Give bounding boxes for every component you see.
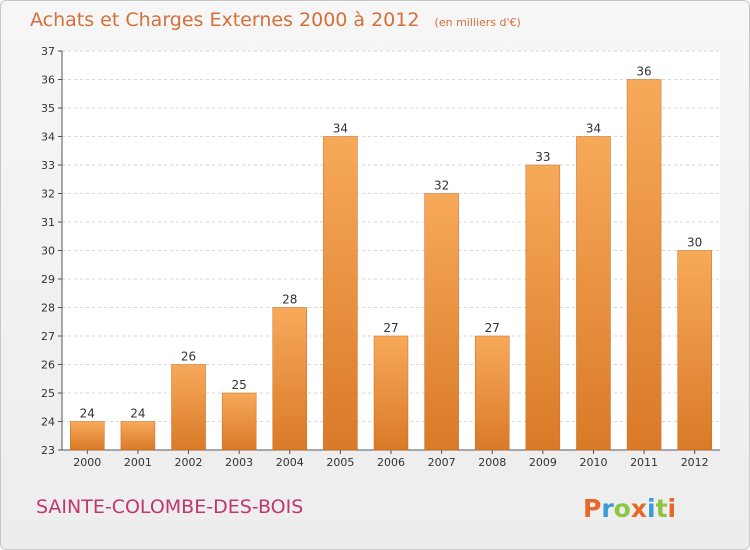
x-tick-label: 2005 (326, 456, 354, 469)
x-tick-label: 2010 (579, 456, 607, 469)
bar (120, 421, 156, 451)
bar-value-label: 30 (687, 236, 702, 250)
bar (576, 136, 611, 451)
y-tick-label: 27 (41, 330, 55, 343)
bar-value-label: 34 (333, 122, 348, 136)
commune-name: SAINTE-COLOMBE-DES-BOIS (36, 496, 303, 518)
y-tick-label: 25 (41, 387, 55, 400)
x-tick-label: 2006 (377, 456, 405, 469)
x-tick-label: 2011 (630, 456, 658, 469)
bar-value-label: 24 (80, 407, 95, 421)
x-tick-label: 2003 (225, 456, 253, 469)
logo-letter: r (601, 494, 614, 523)
bar (424, 193, 459, 451)
proxiti-logo: Proxiti (583, 494, 676, 523)
logo-letter: x (631, 494, 647, 523)
bar (474, 335, 510, 451)
axes: 23 24 25 26 27 28 29 30 31 32 33 34 35 36 37 2000 2001 20… (41, 45, 720, 469)
y-tick-label: 30 (41, 245, 55, 258)
y-tick-label: 37 (41, 45, 55, 58)
bar (221, 392, 257, 451)
x-tick-label: 2004 (276, 456, 304, 469)
y-tick-label: 24 (41, 416, 55, 429)
x-tick-label: 2002 (175, 456, 203, 469)
bar-value-label: 33 (535, 150, 550, 164)
y-tick-label: 35 (41, 102, 55, 115)
y-tick-label: 26 (41, 359, 55, 372)
bar-value-label: 27 (383, 321, 398, 335)
bar (626, 79, 662, 451)
chart-title: Achats et Charges Externes 2000 à 2012 (… (30, 9, 521, 31)
bar-value-label: 28 (282, 293, 297, 307)
x-tick-label: 2007 (428, 456, 456, 469)
logo-letter: i (647, 494, 656, 523)
y-tick-label: 31 (41, 216, 55, 229)
chart-title-main: Achats et Charges Externes 2000 à 2012 (30, 9, 419, 31)
logo-letter: P (583, 494, 601, 523)
bar (323, 136, 358, 451)
bars (70, 79, 712, 451)
bar (373, 335, 409, 451)
bar-value-label: 24 (130, 407, 145, 421)
bar-value-label: 25 (232, 378, 247, 392)
x-tick-label: 2009 (529, 456, 557, 469)
y-tick-label: 29 (41, 273, 55, 286)
y-tick-label: 32 (41, 188, 55, 201)
bar-value-label: 32 (434, 179, 449, 193)
x-tick-label: 2000 (73, 456, 101, 469)
y-tick-label: 34 (41, 131, 55, 144)
x-tick-label: 2001 (124, 456, 152, 469)
y-tick-label: 36 (41, 74, 55, 87)
logo-letter: i (668, 494, 677, 523)
bar (171, 364, 206, 451)
bar (70, 421, 105, 451)
labels: 24 24 26 25 28 34 27 32 27 33 34 36 30 (80, 65, 703, 421)
bar (677, 250, 712, 451)
x-tick-label: 2008 (478, 456, 506, 469)
bar (525, 164, 561, 451)
logo-letter: o (614, 494, 631, 523)
logo-letter: t (656, 494, 668, 523)
bar-value-label: 34 (586, 122, 601, 136)
bar-value-label: 27 (485, 321, 500, 335)
bar-value-label: 36 (636, 65, 651, 79)
y-tick-label: 33 (41, 159, 55, 172)
chart-subtitle: (en milliers d'€) (435, 16, 521, 29)
y-tick-label: 23 (41, 444, 55, 457)
x-tick-label: 2012 (681, 456, 709, 469)
y-tick-label: 28 (41, 302, 55, 315)
bar (272, 307, 308, 451)
bar-value-label: 26 (181, 350, 196, 364)
